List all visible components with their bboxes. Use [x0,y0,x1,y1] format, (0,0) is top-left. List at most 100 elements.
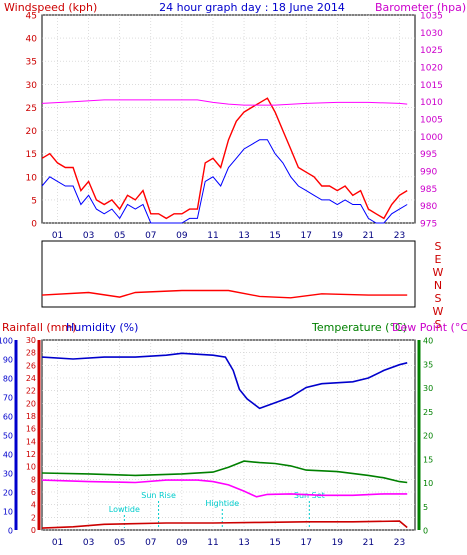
rainfall-tick: 24 [26,374,36,383]
barometer-axis-label: Barometer (hpa) [375,1,466,14]
barometer-tick-labels: 975 980 985 990 995 1000 1005 1010 1015 1020 1025 1… [420,12,443,230]
hour-tick: 11 [207,538,218,548]
barometer-tick: 1010 [420,98,443,108]
rainfall-tick: 28 [26,349,36,358]
hour-tick: 23 [394,538,405,548]
humidity-tick: 70 [3,394,13,403]
windspeed-tick: 20 [26,127,38,137]
rainfall-tick: 14 [26,437,36,446]
hour-tick: 21 [363,538,374,548]
barometer-tick: 980 [420,202,437,212]
hour-tick: 13 [238,231,249,241]
hour-tick: 05 [114,231,125,241]
direction-label: N [434,279,442,292]
humidity-tick: 20 [3,489,13,498]
conditions-series [41,352,408,529]
wind-gridlines [42,14,415,224]
annotation-label: Sun Rise [141,491,176,500]
barometer-tick: 1030 [420,29,443,39]
hour-tick: 01 [52,231,63,241]
barometer-tick: 1000 [420,133,443,143]
rainfall-tick: 22 [26,387,36,396]
wind-series [41,97,408,224]
barometer-tick: 1005 [420,116,443,126]
windspeed-tick: 25 [26,104,37,114]
windspeed-tick: 15 [26,150,37,160]
rainfall-tick: 16 [26,425,36,434]
hour-tick: 09 [176,231,188,241]
rainfall-tick: 10 [26,463,36,472]
direction-panel-frame [41,240,416,308]
humidity-tick-labels: 0 10 20 30 40 50 60 70 80 90 100 [0,337,13,536]
humidity-tick: 60 [3,413,13,422]
conditions-hour-tick-labels: 01 03 05 07 09 11 13 15 17 19 21 23 [52,538,405,548]
humidity-tick: 100 [0,337,13,346]
dewpoint-axis-label: Dew Point (°C) [392,321,467,334]
barometer-tick: 975 [420,220,437,230]
direction-series-line [41,289,408,299]
temperature-tick: 40 [423,337,433,346]
temperature-tick: 5 [423,503,428,512]
hour-tick: 17 [300,538,311,548]
hour-tick: 07 [145,538,156,548]
annotation-label: Lowtide [109,505,140,514]
windspeed-tick: 10 [26,173,38,183]
windspeed-tick: 5 [31,196,37,206]
hour-tick: 03 [83,538,94,548]
humidity-tick: 0 [8,527,13,536]
windspeed-tick-labels: 0 5 10 15 20 25 30 35 40 45 [26,12,38,230]
hour-tick: 11 [207,231,218,241]
rainfall-tick: 4 [31,501,36,510]
barometer-tick: 995 [420,150,437,160]
direction-label: S [435,240,442,253]
conditions-panel-frame [41,339,416,531]
hour-tick: 05 [114,538,125,548]
barometer-tick: 1015 [420,81,443,91]
humidity-tick: 40 [3,451,13,460]
humidity-tick: 90 [3,356,13,365]
humidity-tick: 10 [3,508,13,517]
hour-tick: 17 [300,231,311,241]
hour-tick: 01 [52,538,63,548]
conditions-series-line-2 [41,479,408,498]
hour-tick: 19 [332,538,344,548]
direction-label: S [435,318,442,331]
rainfall-tick: 8 [31,475,36,484]
temperature-tick-labels: 0 5 10 15 20 25 30 35 40 [423,337,433,536]
wind-series-line-2 [41,99,408,106]
hour-tick: 21 [363,231,374,241]
temperature-tick: 20 [423,432,433,441]
rainfall-tick: 12 [26,450,36,459]
rainfall-tick: 0 [31,526,36,535]
hour-tick: 03 [83,231,94,241]
temperature-axis-label: Temperature (°C) [311,321,407,334]
rainfall-tick: 26 [26,361,36,370]
conditions-series-line-1 [41,460,408,484]
temperature-tick: 15 [423,455,433,464]
humidity-axis-label: Humidity (%) [66,321,138,334]
hour-tick: 19 [332,231,344,241]
rainfall-tick: 18 [26,412,36,421]
temperature-tick: 35 [423,360,433,369]
rainfall-axis-label: Rainfall (mm) [2,321,76,334]
humidity-tick: 50 [3,432,13,441]
rainfall-tick: 6 [31,488,36,497]
rainfall-tick: 30 [26,336,36,345]
barometer-tick: 985 [420,185,437,195]
windspeed-tick: 40 [26,35,38,45]
annotation-label: Hightide [205,499,239,508]
hour-tick: 13 [238,538,249,548]
humidity-tick: 80 [3,375,13,384]
windspeed-axis-label: Windspeed (kph) [4,1,97,14]
wind-panel-frame [41,14,416,224]
hour-tick: 23 [394,231,405,241]
wind-series-line-1 [41,139,408,224]
wind-hour-tick-labels: 01 03 05 07 09 11 13 15 17 19 21 23 [52,231,405,241]
direction-label: W [433,305,444,318]
direction-label: W [433,266,444,279]
hour-tick: 15 [269,538,280,548]
barometer-tick: 990 [420,168,437,178]
